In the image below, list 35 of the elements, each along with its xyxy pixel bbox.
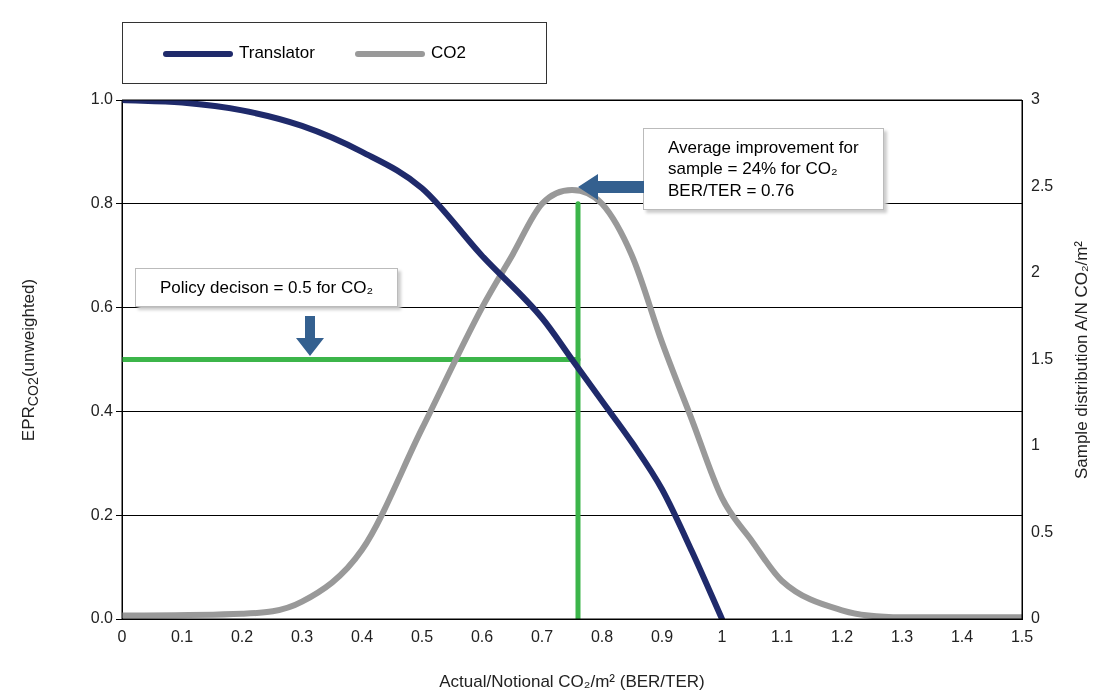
x-tick-label: 0 xyxy=(117,628,127,646)
x-tick-label: 0.8 xyxy=(590,628,614,646)
legend-label: Translator xyxy=(238,43,315,63)
y-tick-label: 0.8 xyxy=(90,194,114,212)
y-tick-label: 0.0 xyxy=(90,609,114,627)
x-tick-label: 0.9 xyxy=(650,628,674,646)
x-tick-label: 1.1 xyxy=(770,628,794,646)
x-tick-label: 1 xyxy=(717,628,727,646)
x-axis-title: Actual/Notional CO₂/m² (BER/TER) xyxy=(439,672,705,692)
x-tick-label: 1.5 xyxy=(1010,628,1034,646)
y2-tick-label: 3 xyxy=(1031,90,1040,108)
y2-tick-label: 2.5 xyxy=(1031,176,1054,194)
y2-tick-label: 1 xyxy=(1031,436,1040,454)
x-tick-label: 1.3 xyxy=(890,628,914,646)
x-tick-label: 0.3 xyxy=(290,628,314,646)
x-tick-label: 1.2 xyxy=(830,628,854,646)
x-tick-label: 0.1 xyxy=(170,628,194,646)
x-tick-label: 0.4 xyxy=(350,628,374,646)
y2-tick-label: 0 xyxy=(1031,609,1040,627)
legend-label: CO2 xyxy=(429,43,466,63)
annotation: Average improvement for sample = 24% for CO₂ BER/TER = 0.76 xyxy=(643,128,884,210)
annotation: Policy decison = 0.5 for CO₂ xyxy=(135,268,399,308)
y2-tick-label: 0.5 xyxy=(1031,522,1054,540)
y2-axis-title: Sample distribution A/N CO₂/m² xyxy=(1072,240,1092,479)
x-tick-label: 0.7 xyxy=(530,628,554,646)
y-tick-label: 0.4 xyxy=(90,401,114,419)
x-tick-label: 0.2 xyxy=(230,628,254,646)
x-tick-label: 1.4 xyxy=(950,628,974,646)
y-tick-label: 1.0 xyxy=(90,90,114,108)
y2-tick-label: 2 xyxy=(1031,263,1040,281)
y2-tick-label: 1.5 xyxy=(1031,349,1054,367)
y-tick-label: 0.6 xyxy=(90,298,114,316)
x-tick-label: 0.5 xyxy=(410,628,434,646)
y-tick-label: 0.2 xyxy=(90,505,114,523)
x-tick-label: 0.6 xyxy=(470,628,494,646)
